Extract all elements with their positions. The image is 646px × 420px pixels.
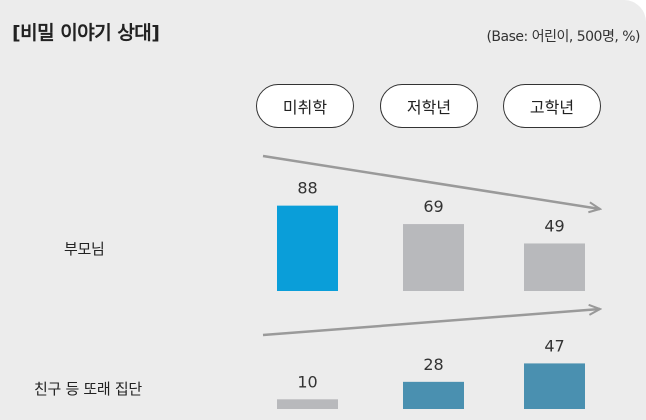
category-pill-preschool: 미취학 — [256, 84, 354, 128]
trend-arrow-peers — [262, 309, 600, 337]
bar-g1-c0 — [277, 399, 338, 409]
value-label-g0-c1: 69 — [423, 197, 443, 216]
category-pill-lower-grade: 저학년 — [380, 84, 478, 128]
category-pill-upper-grade: 고학년 — [503, 84, 601, 128]
bar-g0-c0 — [277, 205, 338, 291]
row-label-peers: 친구 등 또래 집단 — [34, 380, 142, 398]
bar-g0-c1 — [403, 224, 464, 291]
chart-title: [비밀 이야기 상대] — [12, 22, 160, 44]
bar-g1-c2 — [524, 363, 585, 409]
value-label-g1-c0: 10 — [297, 372, 317, 391]
value-label-g1-c1: 28 — [423, 355, 443, 374]
bar-g0-c2 — [524, 243, 585, 291]
value-label-g0-c2: 49 — [544, 216, 564, 235]
value-label-g0-c0: 88 — [297, 179, 317, 198]
base-note: (Base: 어린이, 500명, %) — [486, 29, 640, 45]
trend-arrow-parents — [262, 154, 600, 209]
row-label-parents: 부모님 — [64, 240, 105, 258]
value-label-g1-c2: 47 — [544, 336, 564, 355]
bar-g1-c1 — [403, 381, 464, 409]
